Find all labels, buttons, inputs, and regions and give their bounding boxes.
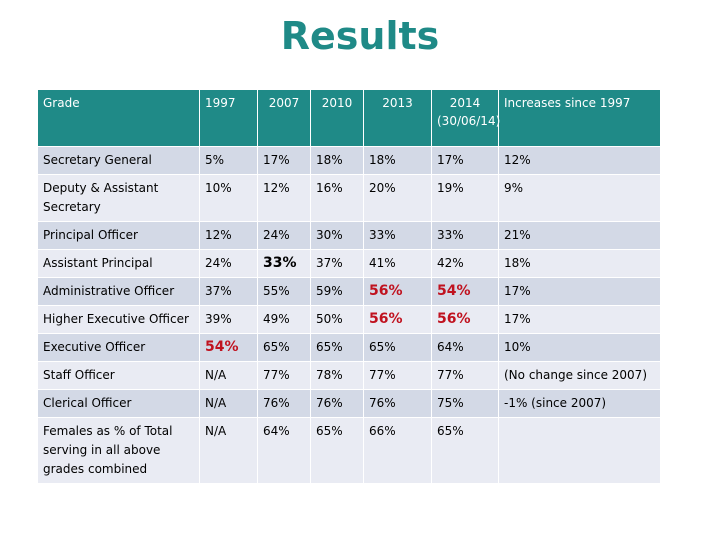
grade-cell: Clerical Officer: [37, 389, 200, 418]
value-1997: 39%: [199, 305, 258, 334]
value-2010: 65%: [310, 333, 364, 362]
table-row: Secretary General 5% 17% 18% 18% 17% 12%: [37, 146, 661, 175]
value-1997: 12%: [199, 221, 258, 250]
value-2010: 50%: [310, 305, 364, 334]
table-row: Executive Officer 54% 65% 65% 65% 64% 10…: [37, 333, 661, 362]
value-2007: 76%: [257, 389, 311, 418]
increase-cell: 10%: [498, 333, 661, 362]
grade-cell: Females as % of Total serving in all abo…: [37, 417, 200, 484]
table-row: Deputy & Assistant Secretary 10% 12% 16%…: [37, 174, 661, 222]
increase-cell: 17%: [498, 305, 661, 334]
increase-cell: 9%: [498, 174, 661, 222]
value-2014: 75%: [431, 389, 499, 418]
grade-cell: Principal Officer: [37, 221, 200, 250]
value-1997: 37%: [199, 277, 258, 306]
value-2007: 55%: [257, 277, 311, 306]
value-2014: 56%: [431, 305, 499, 334]
table-row: Higher Executive Officer 39% 49% 50% 56%…: [37, 305, 661, 334]
table-row: Staff Officer N/A 77% 78% 77% 77% (No ch…: [37, 361, 661, 390]
value-2010: 18%: [310, 146, 364, 175]
table-row: Females as % of Total serving in all abo…: [37, 417, 661, 484]
value-1997: 54%: [199, 333, 258, 362]
value-2007: 33%: [257, 249, 311, 278]
results-table: Grade 1997 2007 2010 2013 2014 (30/06/14…: [37, 89, 661, 484]
grade-cell: Higher Executive Officer: [37, 305, 200, 334]
value-2014: 33%: [431, 221, 499, 250]
value-1997: 10%: [199, 174, 258, 222]
value-2010: 78%: [310, 361, 364, 390]
value-2007: 24%: [257, 221, 311, 250]
value-2014: 77%: [431, 361, 499, 390]
table-header-row: Grade 1997 2007 2010 2013 2014 (30/06/14…: [37, 89, 661, 147]
value-2014: 19%: [431, 174, 499, 222]
increase-cell: 17%: [498, 277, 661, 306]
value-2007: 49%: [257, 305, 311, 334]
page-title: Results: [280, 14, 440, 58]
increase-cell: 12%: [498, 146, 661, 175]
header-2007: 2007: [257, 89, 311, 147]
increase-cell: (No change since 2007): [498, 361, 661, 390]
header-grade: Grade: [37, 89, 200, 147]
value-1997: N/A: [199, 417, 258, 484]
value-2013: 18%: [363, 146, 432, 175]
grade-cell: Secretary General: [37, 146, 200, 175]
grade-cell: Administrative Officer: [37, 277, 200, 306]
header-1997: 1997: [199, 89, 258, 147]
header-2010: 2010: [310, 89, 364, 147]
value-2014: 54%: [431, 277, 499, 306]
grade-cell: Staff Officer: [37, 361, 200, 390]
value-2010: 65%: [310, 417, 364, 484]
header-2014: 2014 (30/06/14): [431, 89, 500, 147]
increase-cell: 18%: [498, 249, 661, 278]
value-1997: N/A: [199, 389, 258, 418]
table-row: Principal Officer 12% 24% 30% 33% 33% 21…: [37, 221, 661, 250]
grade-cell: Assistant Principal: [37, 249, 200, 278]
value-2013: 76%: [363, 389, 432, 418]
value-2007: 64%: [257, 417, 311, 484]
value-2014: 64%: [431, 333, 499, 362]
value-2013: 66%: [363, 417, 432, 484]
table-row: Assistant Principal 24% 33% 37% 41% 42% …: [37, 249, 661, 278]
value-2010: 59%: [310, 277, 364, 306]
table-row: Clerical Officer N/A 76% 76% 76% 75% -1%…: [37, 389, 661, 418]
value-2007: 17%: [257, 146, 311, 175]
value-2013: 56%: [363, 305, 432, 334]
increase-cell: -1% (since 2007): [498, 389, 661, 418]
table-row: Administrative Officer 37% 55% 59% 56% 5…: [37, 277, 661, 306]
value-2014: 65%: [431, 417, 499, 484]
value-2013: 41%: [363, 249, 432, 278]
value-2010: 30%: [310, 221, 364, 250]
value-2013: 65%: [363, 333, 432, 362]
value-2014: 17%: [431, 146, 499, 175]
increase-cell: [498, 417, 661, 484]
value-1997: 5%: [199, 146, 258, 175]
value-1997: 24%: [199, 249, 258, 278]
grade-cell: Executive Officer: [37, 333, 200, 362]
value-2014: 42%: [431, 249, 499, 278]
header-increase: Increases since 1997: [498, 89, 661, 147]
value-2010: 16%: [310, 174, 364, 222]
value-2013: 20%: [363, 174, 432, 222]
value-2013: 77%: [363, 361, 432, 390]
value-2013: 33%: [363, 221, 432, 250]
header-2013: 2013: [363, 89, 432, 147]
value-2010: 37%: [310, 249, 364, 278]
value-2007: 65%: [257, 333, 311, 362]
grade-cell: Deputy & Assistant Secretary: [37, 174, 200, 222]
value-2013: 56%: [363, 277, 432, 306]
value-2010: 76%: [310, 389, 364, 418]
value-1997: N/A: [199, 361, 258, 390]
value-2007: 77%: [257, 361, 311, 390]
increase-cell: 21%: [498, 221, 661, 250]
value-2007: 12%: [257, 174, 311, 222]
